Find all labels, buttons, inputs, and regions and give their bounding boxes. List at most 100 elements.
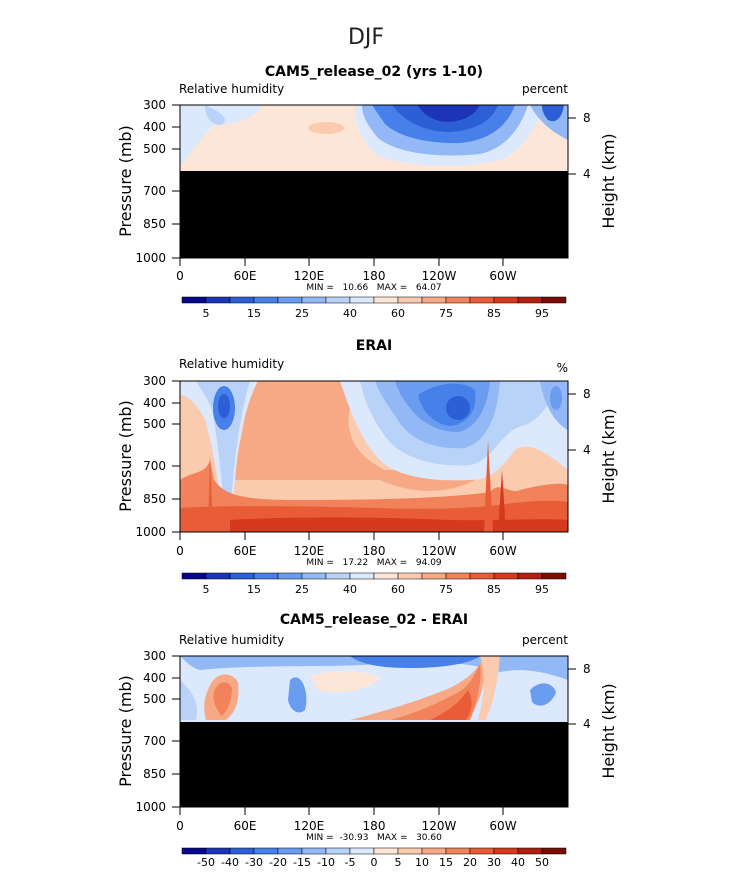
panel-1-ytick-700: 700	[143, 184, 166, 198]
colorbar-2-cell-15	[517, 572, 543, 580]
panel-3-cbar-label-m10: -10	[317, 856, 335, 869]
panel-2-contour-west-dry-core2	[218, 394, 230, 418]
panel-3-xtick-0: 0	[176, 819, 184, 833]
panel-1-xtick-120e: 120E	[294, 269, 325, 283]
colorbar-3-cell-3	[229, 847, 255, 855]
panel-1-cbar-label-95: 95	[535, 307, 549, 320]
panel-1-cbar-label-85: 85	[487, 307, 501, 320]
panel-3-ytick-300: 300	[143, 649, 166, 663]
panel-3-right-label: percent	[522, 633, 568, 647]
panel-2-contour-upper-moist	[230, 381, 500, 491]
panel-2-left-label: Relative humidity	[179, 357, 284, 371]
panel-3-cbar-label-m30: -30	[245, 856, 263, 869]
panel-3-colorbar: -50 -40 -30 -20 -15 -10 -5 0 5 10 15 20 …	[181, 847, 567, 869]
panel-2-right-axis-label: Height (km)	[599, 408, 618, 503]
colorbar-2-cell-7	[325, 572, 351, 580]
panel-3-ytick-400: 400	[143, 671, 166, 685]
colorbar-1-cell-16	[541, 296, 567, 304]
colorbar-1-cell-1	[181, 296, 207, 304]
colorbar-3-cell-6	[301, 847, 327, 855]
panel-2-contour-pacific-core	[446, 396, 470, 420]
panel-1-contour-west	[180, 105, 262, 166]
colorbar-1-cell-8	[349, 296, 375, 304]
panel-2-height-tick-8: 8	[583, 387, 591, 401]
panel-1-right-axis-label: Height (km)	[599, 133, 618, 228]
panel-1-left-label: Relative humidity	[179, 82, 284, 96]
colorbar-2-cell-2	[205, 572, 231, 580]
panel-1-title: CAM5_release_02 (yrs 1-10)	[265, 64, 483, 80]
figure-title: DJF	[348, 25, 384, 50]
colorbar-3-cell-5	[277, 847, 303, 855]
panel-2-cbar-label-60: 60	[391, 583, 405, 596]
panel-1-cbar-label-25: 25	[295, 307, 309, 320]
colorbar-1-cell-14	[493, 296, 519, 304]
colorbar-1-cell-13	[469, 296, 495, 304]
panel-2-stats: MIN = 17.22 MAX = 94.09	[306, 558, 442, 568]
panel-1-cbar-label-40: 40	[343, 307, 357, 320]
colorbar-2-cell-5	[277, 572, 303, 580]
panel-1-xtick-0: 0	[176, 269, 184, 283]
colorbar-2-cell-10	[397, 572, 423, 580]
panel-3-height-tick-8: 8	[583, 662, 591, 676]
colorbar-1-cell-12	[445, 296, 471, 304]
panel-2-height-tick-4: 4	[583, 443, 591, 457]
colorbar-1-cell-9	[373, 296, 399, 304]
panel-3-height-tick-4: 4	[583, 717, 591, 731]
panel-2-cbar-label-5: 5	[203, 583, 210, 596]
panel-2-ytick-850: 850	[143, 492, 166, 506]
panel-1-stats: MIN = 10.66 MAX = 64.07	[306, 283, 441, 293]
panel-3-cbar-label-10: 10	[415, 856, 429, 869]
panel-3-cbar-label-30: 30	[487, 856, 501, 869]
panel-3-stats: MIN = -30.93 MAX = 30.60	[306, 833, 442, 843]
panel-1-mask	[180, 171, 568, 258]
panel-1-cbar-label-5: 5	[203, 307, 210, 320]
panel-1-xtick-120w: 120W	[422, 269, 457, 283]
panel-2-contour-east-core	[550, 386, 562, 410]
panel-2-ytick-1000: 1000	[135, 525, 166, 539]
panel-3-contour-east-moist	[478, 656, 500, 720]
panel-2-xtick-120w: 120W	[422, 544, 457, 558]
panel-3-cbar-label-m20: -20	[269, 856, 287, 869]
panel-3-contour-top-dry	[180, 656, 568, 680]
panel-2-ylabel: Pressure (mb)	[116, 400, 135, 512]
colorbar-1-cell-7	[325, 296, 351, 304]
panel-3-contour-west-moist-core	[213, 682, 232, 716]
panel-3-cbar-label-15: 15	[439, 856, 453, 869]
panel-1-contour-pacific-core	[418, 105, 480, 122]
colorbar-2-cell-13	[469, 572, 495, 580]
panel-2: ERAI Relative humidity % Pres	[116, 338, 618, 596]
colorbar-2-cell-12	[445, 572, 471, 580]
panel-1-ytick-500: 500	[143, 142, 166, 156]
panel-3-xtick-120e: 120E	[294, 819, 325, 833]
colorbar-3-cell-9	[373, 847, 399, 855]
panel-3-ytick-700: 700	[143, 734, 166, 748]
panel-3-ytick-500: 500	[143, 692, 166, 706]
panel-1-plot	[179, 104, 569, 259]
panel-2-cbar-label-95: 95	[535, 583, 549, 596]
panel-2-ytick-500: 500	[143, 417, 166, 431]
panel-3-xtick-180: 180	[363, 819, 386, 833]
panel-2-xtick-120e: 120E	[294, 544, 325, 558]
panel-1-ytick-300: 300	[143, 98, 166, 112]
colorbar-1-cell-2	[205, 296, 231, 304]
panel-1-cbar-label-15: 15	[247, 307, 261, 320]
panel-1-colorbar: 5 15 25 40 60 75 85 95	[181, 296, 567, 320]
panel-3-cbar-label-0: 0	[371, 856, 378, 869]
colorbar-3-cell-11	[421, 847, 447, 855]
colorbar-3-cell-13	[469, 847, 495, 855]
colorbar-2-cell-3	[229, 572, 255, 580]
colorbar-3-cell-8	[349, 847, 375, 855]
panel-2-cbar-label-75: 75	[439, 583, 453, 596]
panel-3-cbar-label-40: 40	[511, 856, 525, 869]
panel-3-mask	[180, 722, 568, 807]
panel-3-xtick-120w: 120W	[422, 819, 457, 833]
panel-2-contour-spike-1	[208, 455, 213, 532]
colorbar-1-cell-10	[397, 296, 423, 304]
colorbar-1-cell-11	[421, 296, 447, 304]
colorbar-2-cell-1	[181, 572, 207, 580]
panel-1: CAM5_release_02 (yrs 1-10) Relative humi…	[116, 64, 618, 320]
panel-2-contour-west-dry-2	[196, 381, 250, 530]
panel-3-plot	[179, 655, 569, 808]
panel-3-contour-mid-moist	[310, 671, 380, 693]
panel-2-cbar-label-40: 40	[343, 583, 357, 596]
